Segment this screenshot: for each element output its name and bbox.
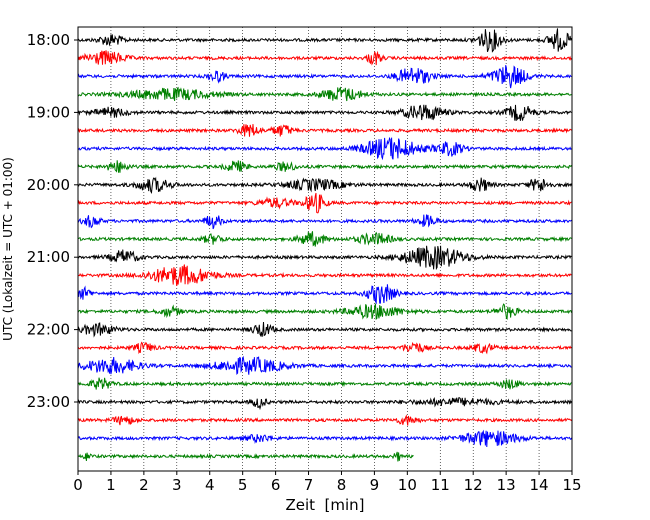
trace-line (77, 192, 572, 214)
x-tick-label: 0 (73, 476, 83, 494)
x-tick-label: 7 (304, 476, 314, 494)
x-tick-label: 13 (497, 476, 516, 494)
y-axis-label: UTC (Lokalzeit = UTC + 01:00) (1, 157, 15, 341)
x-tick-label: 2 (139, 476, 149, 494)
y-tick-label: 19:00 (27, 103, 70, 121)
trace-line (77, 451, 414, 462)
trace-line (77, 28, 572, 53)
trace-line (77, 104, 572, 121)
y-tick-label: 21:00 (27, 248, 70, 266)
seismic-traces (77, 28, 572, 462)
x-tick-label: 9 (370, 476, 380, 494)
trace-line (77, 377, 572, 390)
y-axis-ticks: 18:00 19:00 20:00 21:00 22:00 23:00 (27, 31, 78, 411)
x-axis-ticks: 0 1 2 3 4 5 6 7 8 9 10 11 12 13 14 15 (73, 471, 582, 494)
trace-line (77, 124, 572, 137)
trace-line (77, 136, 572, 161)
trace-line (77, 245, 572, 271)
x-tick-label: 5 (238, 476, 248, 494)
trace-line (77, 50, 572, 66)
trace-line (77, 302, 572, 321)
trace-line (77, 214, 572, 230)
trace-line (77, 414, 572, 426)
x-tick-label: 3 (172, 476, 182, 494)
trace-line (77, 176, 572, 194)
trace-line (77, 321, 572, 338)
y-tick-label: 22:00 (27, 321, 70, 339)
x-tick-label: 6 (271, 476, 281, 494)
x-tick-label: 4 (205, 476, 215, 494)
x-tick-label: 8 (337, 476, 347, 494)
x-tick-label: 10 (398, 476, 417, 494)
x-tick-label: 15 (562, 476, 581, 494)
trace-line (77, 284, 572, 305)
trace-line (77, 341, 572, 355)
plot-frame (77, 26, 573, 472)
trace-line (77, 397, 572, 411)
x-tick-label: 1 (106, 476, 116, 494)
trace-line (77, 231, 572, 247)
trace-line (77, 160, 572, 173)
y-tick-label: 20:00 (27, 176, 70, 194)
trace-line (77, 355, 572, 376)
trace-line (77, 86, 572, 102)
y-tick-label: 23:00 (27, 393, 70, 411)
x-tick-label: 11 (431, 476, 450, 494)
grid-lines (110, 27, 540, 471)
trace-line (77, 65, 572, 89)
trace-line (77, 429, 572, 448)
y-tick-label: 18:00 (27, 31, 70, 49)
x-axis-label: Zeit [min] (285, 496, 364, 514)
trace-line (77, 264, 572, 287)
x-tick-label: 14 (530, 476, 549, 494)
x-tick-label: 12 (464, 476, 483, 494)
